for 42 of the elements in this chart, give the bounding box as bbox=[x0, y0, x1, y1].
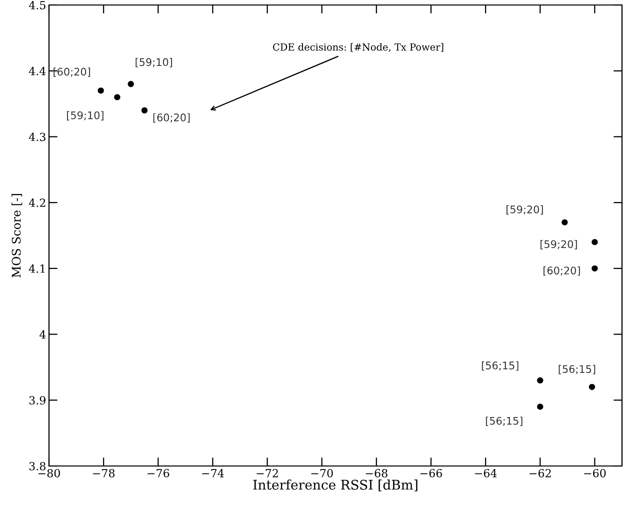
point bbox=[592, 238, 598, 246]
point bbox=[537, 377, 544, 384]
point bbox=[537, 404, 544, 410]
y-tick-label: 3.9 bbox=[29, 396, 46, 405]
annotation: CDE decisions: [#Node, Tx Power] bbox=[273, 43, 444, 52]
data-label: [60;20] bbox=[54, 68, 90, 77]
data-label: [59;20] bbox=[506, 205, 543, 215]
data-label: [59;10] bbox=[136, 58, 172, 68]
x-axis-title: Interference RSSI [dBm] bbox=[253, 480, 418, 492]
y-tick-label: 4.3 bbox=[28, 132, 46, 142]
point bbox=[114, 94, 120, 100]
data-label: [56;15] bbox=[482, 361, 518, 371]
point bbox=[141, 107, 148, 114]
y-axis-title: MOS Score [-] bbox=[12, 194, 22, 278]
y-tick-label: 4 bbox=[39, 330, 46, 339]
point bbox=[562, 219, 568, 226]
point bbox=[592, 265, 598, 272]
x-tick-label: −76 bbox=[148, 468, 170, 478]
data-label: [56;15] bbox=[486, 416, 522, 426]
x-tick-label: −64 bbox=[475, 468, 497, 478]
data-label: [59;20] bbox=[540, 240, 577, 250]
data-label: [60;20] bbox=[544, 266, 580, 276]
data-label: [59;10] bbox=[67, 111, 104, 120]
y-tick-label: 4.4 bbox=[28, 66, 46, 76]
x-tick-label: −70 bbox=[311, 468, 333, 478]
data-label: [60;20] bbox=[153, 113, 190, 123]
x-tick-label: −62 bbox=[530, 468, 551, 478]
point bbox=[128, 80, 134, 88]
y-tick-label: 4.5 bbox=[28, 0, 46, 10]
x-tick-label: −68 bbox=[366, 468, 388, 478]
x-tick-label: −66 bbox=[420, 468, 442, 478]
x-tick-label: −72 bbox=[256, 468, 278, 478]
x-tick-label: −74 bbox=[202, 468, 224, 478]
data-label: [56;15] bbox=[558, 364, 596, 374]
point bbox=[588, 384, 596, 390]
y-tick-label: 4.1 bbox=[28, 264, 45, 273]
x-tick-label: −60 bbox=[584, 468, 606, 478]
x-tick-label: −78 bbox=[93, 468, 115, 478]
x-tick-label: −80 bbox=[38, 468, 60, 478]
point bbox=[98, 88, 104, 94]
y-tick-label: 4.2 bbox=[28, 198, 46, 207]
y-tick-label: 3.8 bbox=[29, 462, 46, 470]
